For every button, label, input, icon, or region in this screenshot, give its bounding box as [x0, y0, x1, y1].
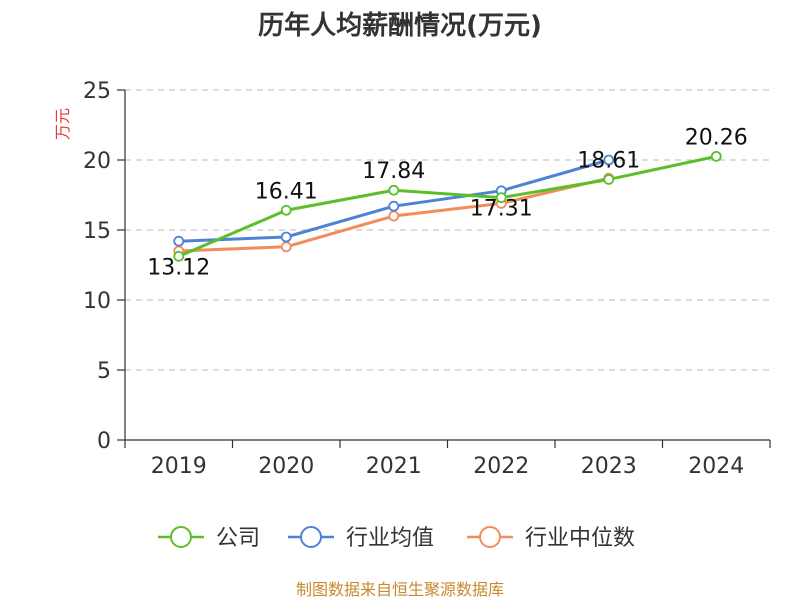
legend-marker: [170, 526, 192, 548]
y-tick-label: 10: [83, 289, 111, 314]
data-point: [603, 154, 615, 166]
legend-label: 行业中位数: [525, 526, 635, 551]
x-tick-label: 2024: [688, 454, 744, 479]
y-tick-label: 15: [83, 219, 111, 244]
data-point: [710, 150, 722, 162]
data-point: [280, 231, 292, 243]
data-point: [495, 192, 507, 204]
y-tick-label: 25: [83, 79, 111, 104]
chart-title: 历年人均薪酬情况(万元): [258, 10, 542, 41]
legend-label: 行业均值: [346, 526, 434, 551]
data-label: 16.41: [255, 179, 318, 204]
x-tick-label: 2023: [581, 454, 637, 479]
data-point: [280, 241, 292, 253]
data-point: [280, 204, 292, 216]
axes: 0 5 10 15 20 25 2019 2020 2021 2022 2023 2024: [83, 79, 771, 479]
grid-lines: [125, 89, 770, 371]
data-point: [173, 235, 185, 247]
x-tick-label: 2020: [258, 454, 314, 479]
x-tick-label: 2021: [366, 454, 422, 479]
data-label: 17.31: [470, 197, 533, 222]
x-tick-label: 2022: [473, 454, 529, 479]
data-label: 13.12: [147, 255, 210, 280]
data-labels: 13.12 16.41 17.84 17.31 18.61 20.26: [147, 125, 747, 280]
legend-label: 公司: [216, 526, 260, 551]
data-point: [388, 200, 400, 212]
data-label: 18.61: [577, 148, 640, 173]
legend: 公司 行业均值 行业中位数: [158, 526, 635, 551]
x-tick-label: 2019: [151, 454, 207, 479]
legend-marker: [300, 526, 322, 548]
y-tick-label: 20: [83, 149, 111, 174]
y-axis-label: 万元: [53, 108, 72, 140]
series-group: [173, 150, 722, 262]
data-point: [388, 210, 400, 222]
data-point: [173, 250, 185, 262]
data-label: 20.26: [685, 125, 748, 150]
series-line: [178, 154, 717, 258]
y-tick-label: 0: [97, 429, 111, 454]
data-point: [388, 184, 400, 196]
y-tick-label: 5: [97, 359, 111, 384]
data-label: 17.84: [362, 159, 425, 184]
legend-marker: [479, 526, 501, 548]
data-point: [603, 174, 615, 185]
source-note: 制图数据来自恒生聚源数据库: [296, 580, 504, 599]
